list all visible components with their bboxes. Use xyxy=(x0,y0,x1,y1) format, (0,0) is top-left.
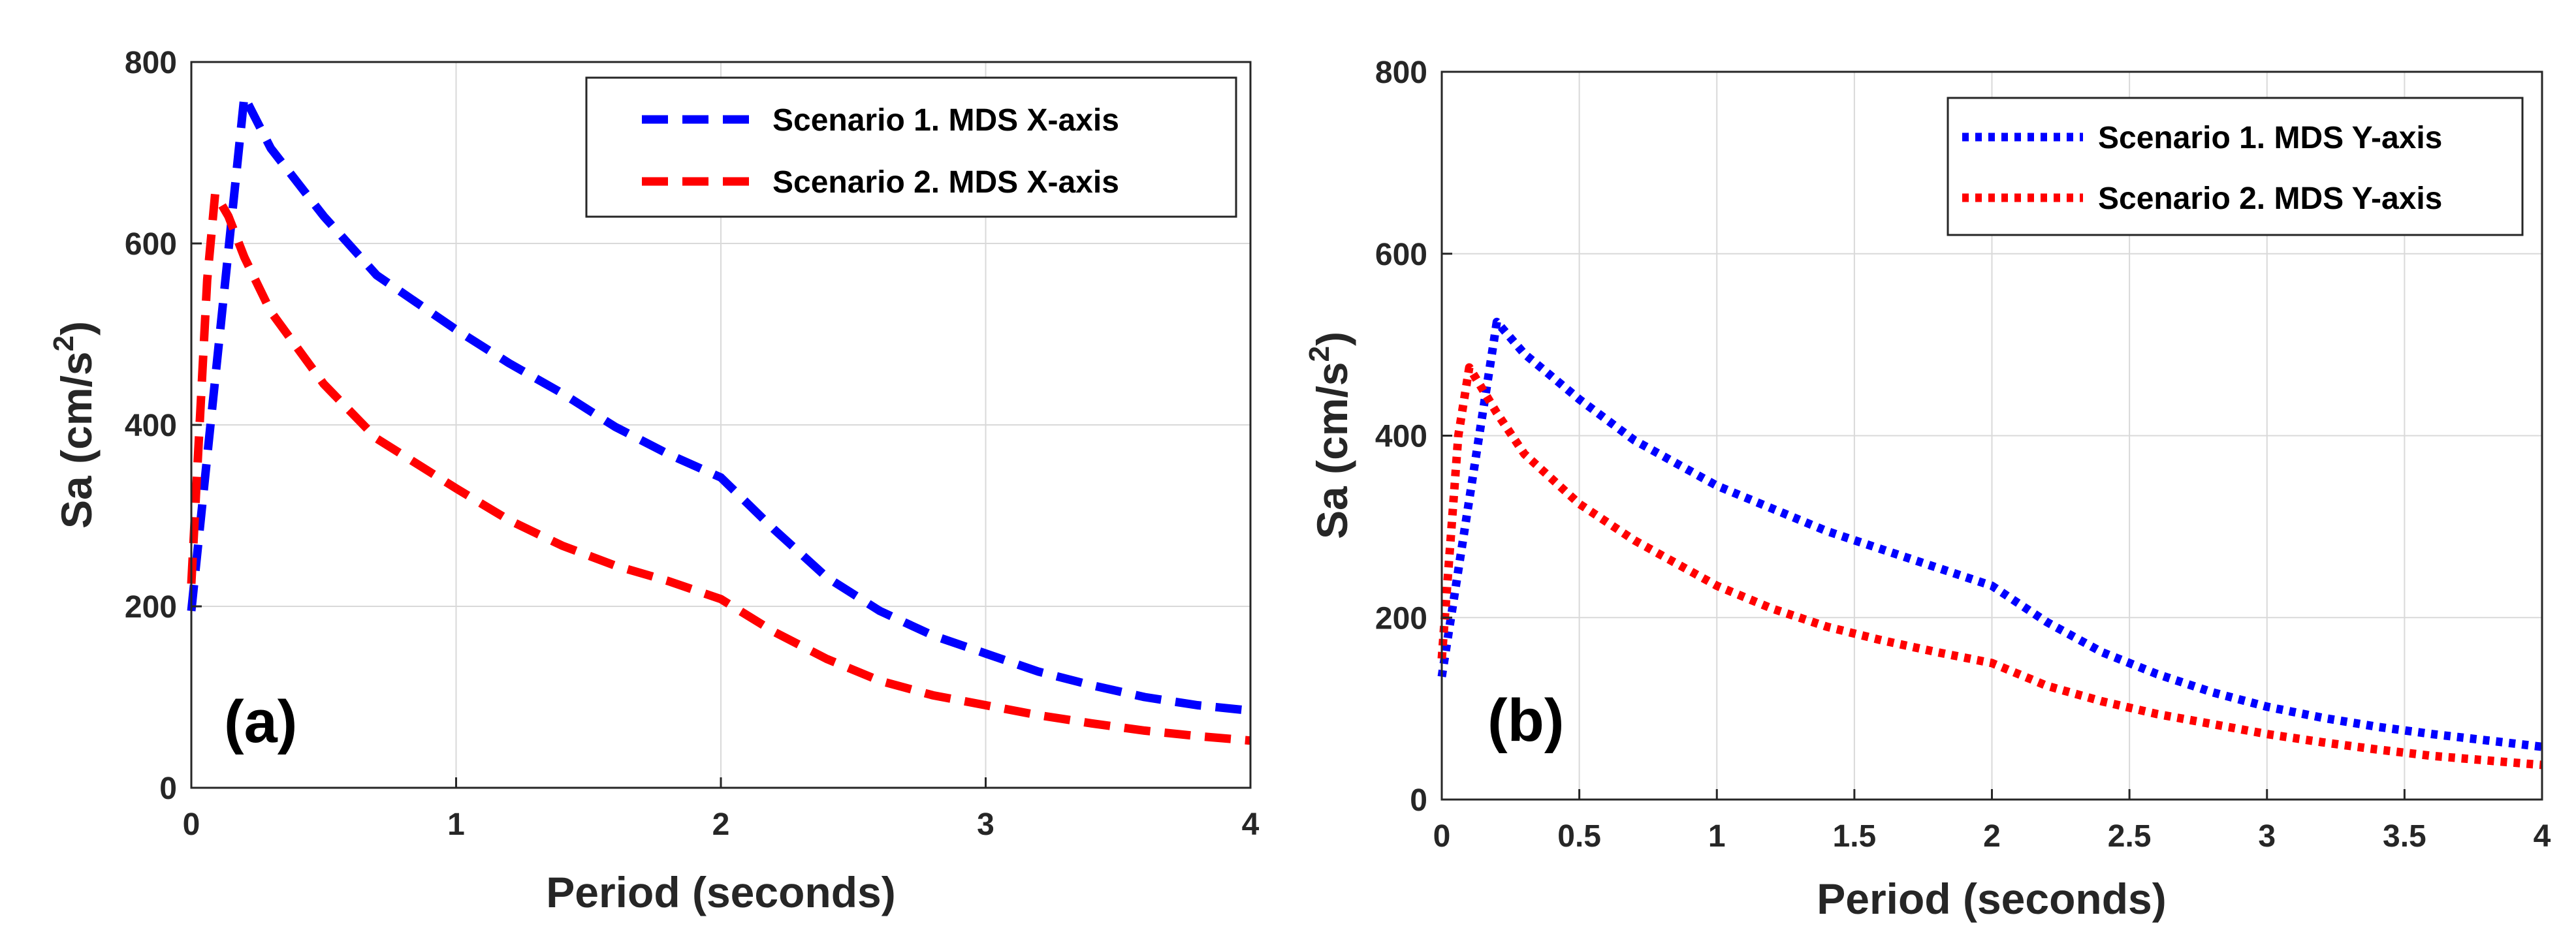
panel-b-y-tick-label: 800 xyxy=(1375,55,1427,90)
panel-a-y-tick-label: 400 xyxy=(125,409,177,443)
panel-b-label: (b) xyxy=(1487,687,1564,754)
panel-a-legend-label-2: Scenario 2. MDS X-axis xyxy=(772,165,1119,200)
panel-a-series-2-line xyxy=(187,189,1251,745)
panel-b-x-tick-label: 3 xyxy=(2258,819,2276,854)
panel-a-x-tick-label: 2 xyxy=(712,807,730,842)
panel-b-x-axis-title: Period (seconds) xyxy=(1817,875,2166,923)
panel-a-legend-box xyxy=(585,76,1237,218)
panel-a-x-tick-label: 0 xyxy=(183,807,200,842)
panel-b-series-1-line xyxy=(1437,317,2543,751)
panel-b-legend: Scenario 1. MDS Y-axis Scenario 2. MDS Y… xyxy=(1947,97,2524,236)
panel-b-y-ticks: 0 200 400 600 800 xyxy=(1375,55,1452,818)
panel-a-y-axis-title: Sa (cm/s2) xyxy=(48,321,101,529)
panel-b-x-tick-label: 2 xyxy=(1983,819,2001,854)
panel-b-x-tick-label: 4 xyxy=(2534,819,2551,854)
panel-b-legend-label-1: Scenario 1. MDS Y-axis xyxy=(2098,121,2442,155)
panel-a-series xyxy=(187,92,1251,745)
panel-b-x-tick-label: 2.5 xyxy=(2108,819,2152,854)
panel-a-x-tick-label: 1 xyxy=(447,807,465,842)
panel-b-x-tick-label: 1 xyxy=(1708,819,1726,854)
panel-b-y-tick-label: 400 xyxy=(1375,420,1427,454)
panel-b-series-2-line xyxy=(1437,363,2543,770)
panel-b: 0 0.5 1 1.5 2 2.5 3 3.5 4 0 200 400 600 800 Period (… xyxy=(1303,55,2551,923)
panel-a-label: (a) xyxy=(224,689,297,755)
panel-b-y-tick-label: 200 xyxy=(1375,601,1427,636)
panel-a-legend-label-1: Scenario 1. MDS X-axis xyxy=(772,103,1119,138)
panel-b-y-tick-label: 600 xyxy=(1375,238,1427,272)
panel-a-y-tick-label: 800 xyxy=(125,46,177,80)
panel-b-x-ticks: 0 0.5 1 1.5 2 2.5 3 3.5 4 xyxy=(1433,789,2551,854)
panel-b-x-tick-label: 1.5 xyxy=(1833,819,1877,854)
panel-a: 0 1 2 3 4 0 200 400 600 800 Period (seconds) Sa … xyxy=(48,46,1260,916)
panel-a-x-tick-label: 4 xyxy=(1242,807,1260,842)
panel-a-x-axis-title: Period (seconds) xyxy=(546,868,895,916)
panel-b-legend-label-2: Scenario 2. MDS Y-axis xyxy=(2098,181,2442,216)
panel-b-y-tick-label: 0 xyxy=(1410,783,1427,818)
panel-a-series-1-line xyxy=(187,92,1251,715)
panel-a-legend: Scenario 1. MDS X-axis Scenario 2. MDS X… xyxy=(585,76,1237,218)
panel-b-x-tick-label: 0.5 xyxy=(1557,819,1601,854)
panel-a-y-tick-label: 0 xyxy=(159,771,177,806)
panel-b-x-tick-label: 0 xyxy=(1433,819,1451,854)
panel-b-legend-box xyxy=(1947,97,2524,236)
panel-a-y-ticks: 0 200 400 600 800 xyxy=(125,46,202,806)
panel-b-x-tick-label: 3.5 xyxy=(2383,819,2426,854)
panel-b-y-axis-title: Sa (cm/s2) xyxy=(1303,332,1356,539)
panel-a-x-tick-label: 3 xyxy=(977,807,994,842)
panel-a-x-ticks: 0 1 2 3 4 xyxy=(183,777,1260,842)
panel-a-y-tick-label: 600 xyxy=(125,227,177,262)
panel-a-y-tick-label: 200 xyxy=(125,590,177,625)
panel-b-series xyxy=(1437,317,2543,770)
